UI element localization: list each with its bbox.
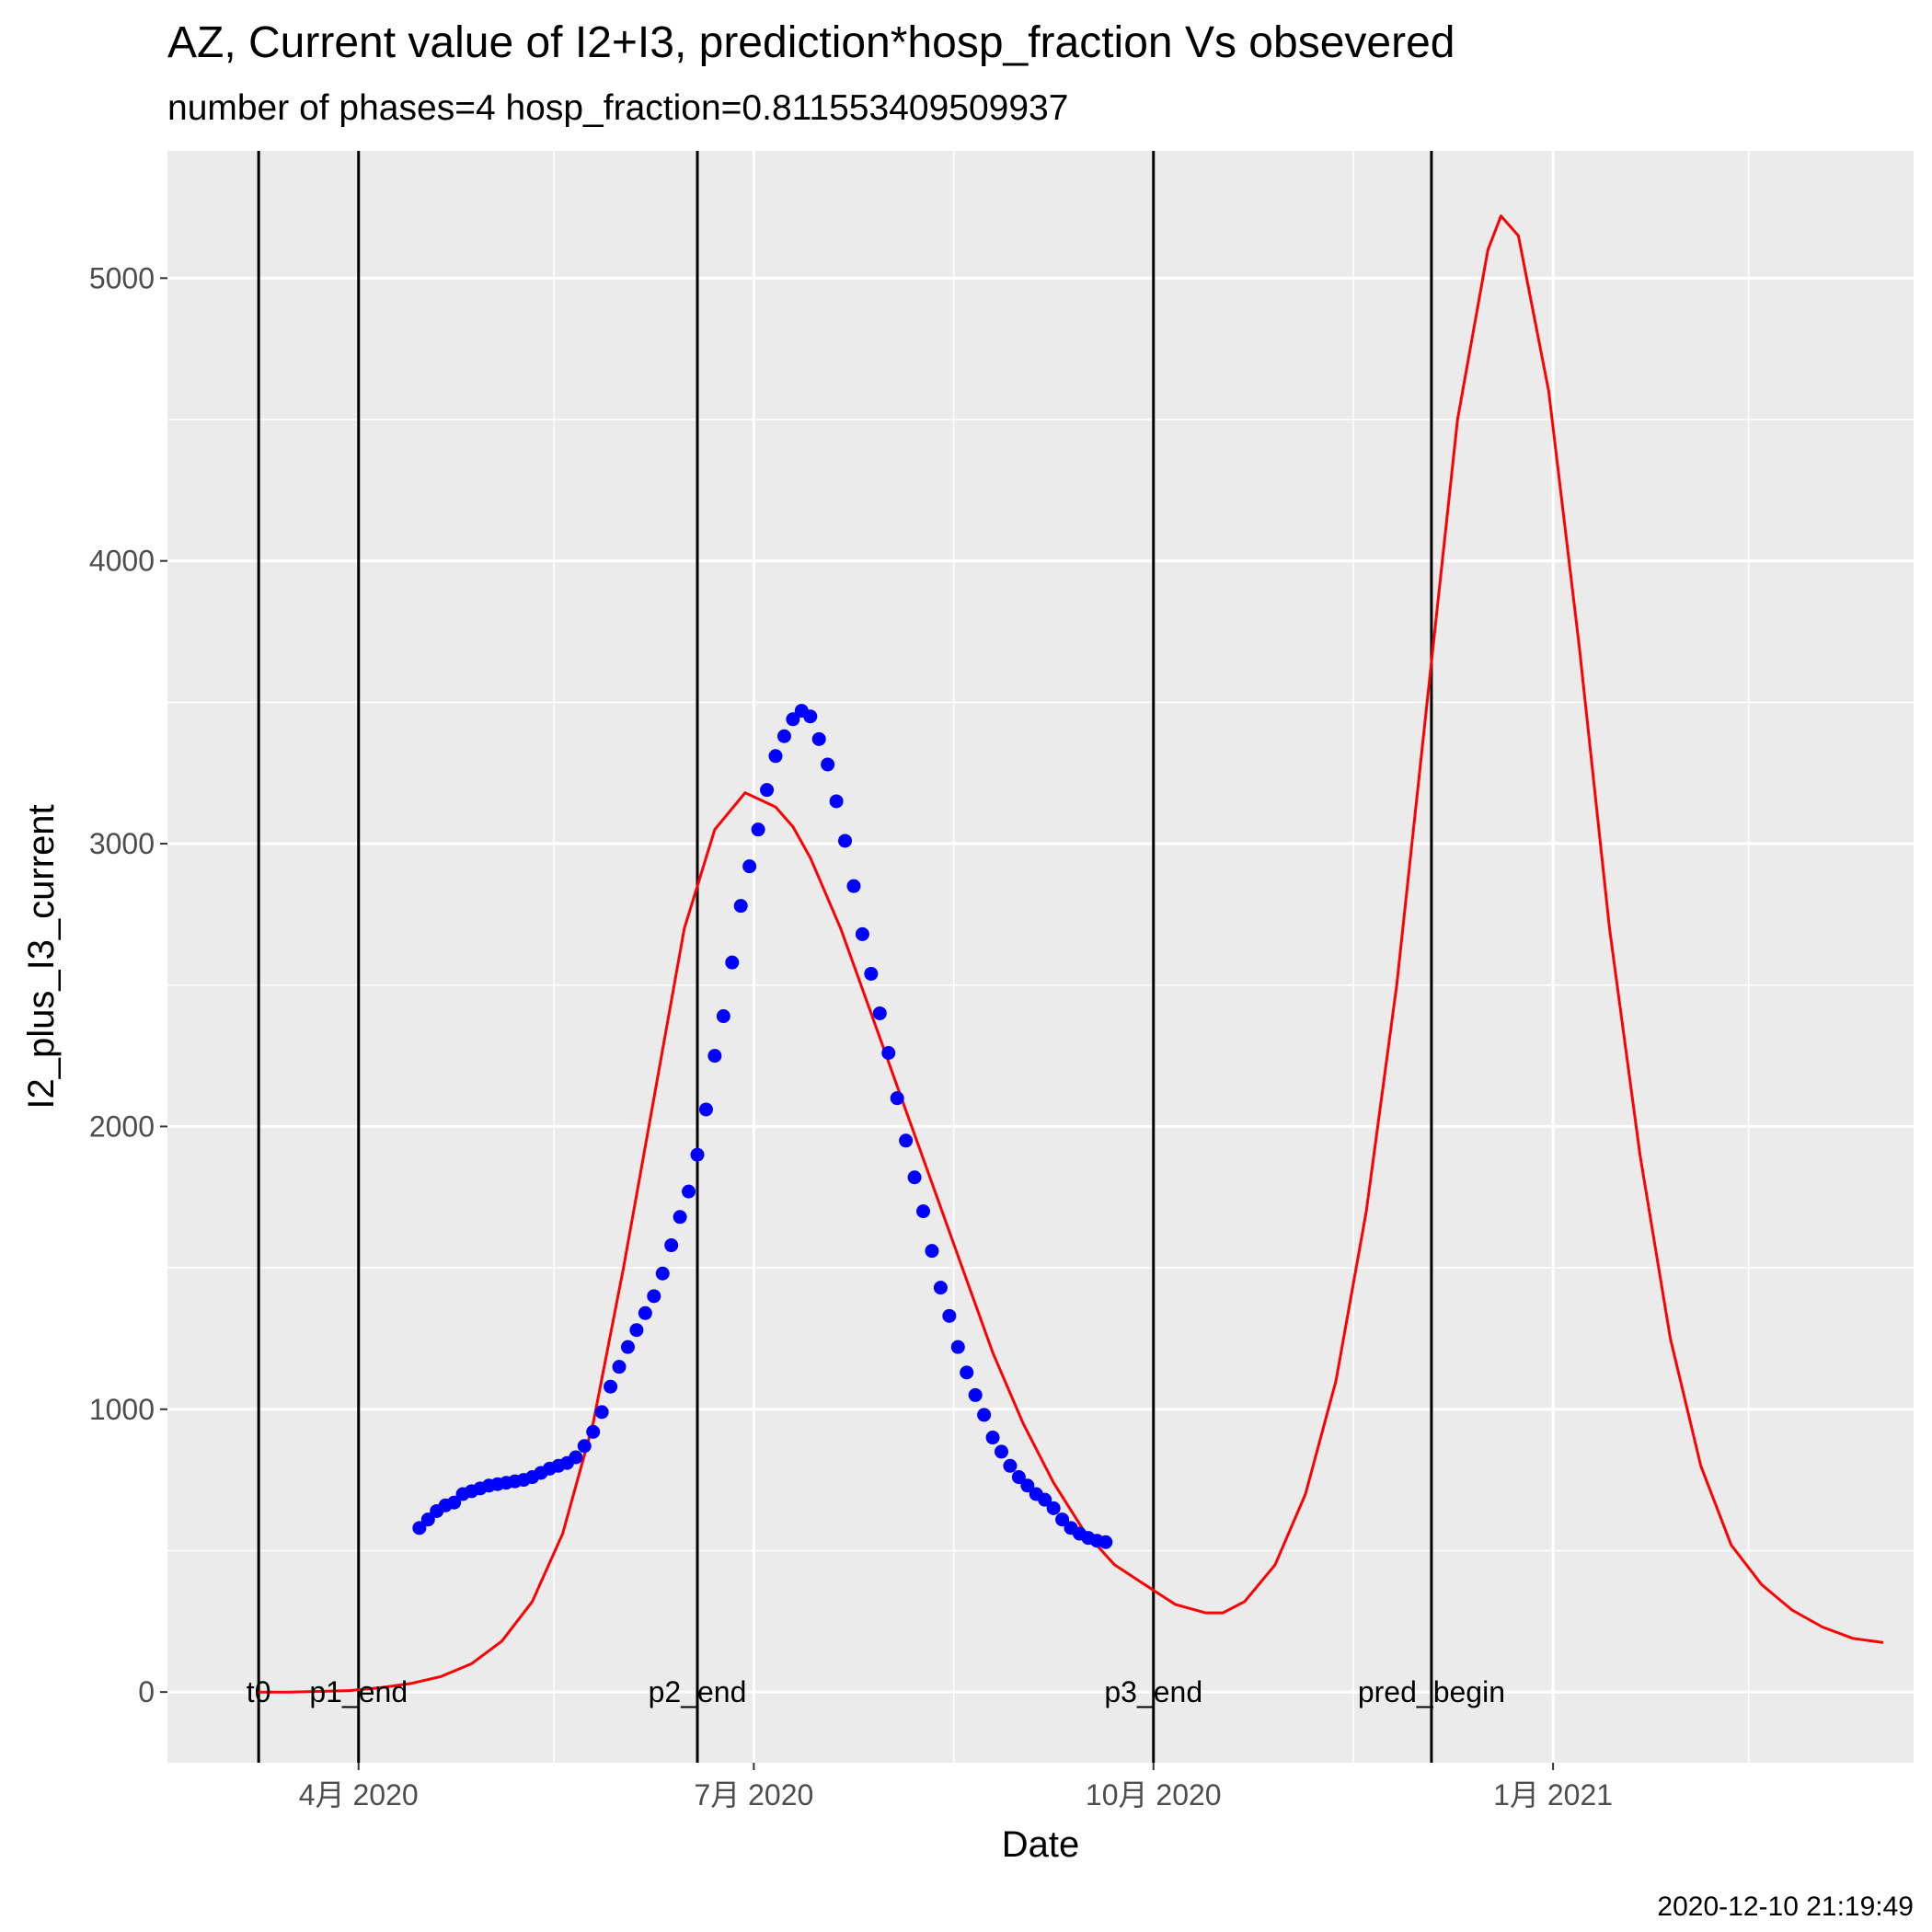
vertical-line-labels: t0 p1_end p2_end p3_end pred_begin <box>247 1675 1505 1708</box>
x-axis-title: Date <box>1002 1824 1080 1865</box>
observed-point <box>751 822 765 837</box>
observed-point <box>995 1444 1009 1459</box>
vertical-lines <box>257 151 1433 1763</box>
observed-point <box>725 955 740 970</box>
observed-point <box>447 1495 462 1510</box>
observed-point <box>594 1405 609 1420</box>
observed-point <box>811 731 826 746</box>
observed-point <box>916 1204 931 1219</box>
grid-minor <box>167 151 1914 1763</box>
observed-point <box>629 1323 644 1338</box>
observed-point <box>1046 1501 1061 1515</box>
observed-point <box>1003 1458 1018 1473</box>
observed-point <box>907 1170 922 1185</box>
observed-point <box>690 1147 705 1162</box>
observed-point <box>786 712 800 727</box>
observed-point <box>707 1049 722 1064</box>
observed-point <box>420 1512 435 1527</box>
observed-point <box>569 1450 583 1465</box>
observed-point <box>612 1360 627 1374</box>
observed-point <box>925 1244 939 1259</box>
observed-point <box>890 1091 904 1106</box>
y-tick-label: 5000 <box>89 261 155 294</box>
observed-point <box>821 757 835 772</box>
chart-title: AZ, Current value of I2+I3, prediction*h… <box>167 18 1455 67</box>
x-tick-label: 7月 2020 <box>694 1778 813 1811</box>
vline-label-t0: t0 <box>247 1675 271 1708</box>
observed-point <box>682 1184 696 1199</box>
observed-point <box>985 1431 1000 1445</box>
y-tick-label: 1000 <box>89 1393 155 1426</box>
observed-point <box>638 1305 652 1320</box>
chart-subtitle: number of phases=4 hosp_fraction=0.81155… <box>167 88 1068 128</box>
observed-point <box>620 1340 635 1354</box>
observed-point <box>881 1046 896 1061</box>
observed-point <box>412 1521 427 1535</box>
y-tick-label: 3000 <box>89 827 155 860</box>
y-axis-title: I2_plus_I3_current <box>21 804 62 1109</box>
observed-point <box>950 1340 965 1354</box>
observed-point <box>577 1439 592 1454</box>
observed-series <box>412 704 1113 1549</box>
observed-point <box>664 1238 679 1253</box>
observed-point <box>942 1308 957 1323</box>
observed-point <box>1038 1492 1052 1507</box>
observed-point <box>960 1365 974 1380</box>
observed-point <box>864 966 879 981</box>
observed-point <box>604 1379 618 1394</box>
observed-point <box>742 859 757 874</box>
observed-point <box>655 1266 670 1281</box>
vline-label-p3-end: p3_end <box>1104 1675 1202 1708</box>
observed-point <box>647 1289 661 1304</box>
observed-point <box>673 1210 687 1225</box>
observed-point <box>838 834 853 848</box>
x-tick-label: 1月 2021 <box>1493 1778 1613 1811</box>
observed-point <box>829 794 844 809</box>
vline-label-p2-end: p2_end <box>649 1675 747 1708</box>
x-axis: 4月 2020 7月 2020 10月 2020 1月 2021 <box>299 1763 1613 1811</box>
observed-point <box>933 1281 948 1295</box>
observed-point <box>803 709 818 724</box>
observed-point <box>1011 1470 1026 1485</box>
y-tick-label: 0 <box>138 1675 155 1708</box>
y-axis: 0 1000 2000 3000 4000 5000 <box>89 261 167 1708</box>
observed-point <box>872 1006 887 1020</box>
caption-timestamp: 2020-12-10 21:19:49 <box>1657 1892 1914 1922</box>
vline-label-pred-begin: pred_begin <box>1358 1675 1505 1708</box>
x-tick-label: 10月 2020 <box>1086 1778 1222 1811</box>
observed-point <box>1020 1478 1035 1493</box>
observed-point <box>776 729 791 743</box>
observed-point <box>716 1009 730 1024</box>
observed-point <box>760 783 775 798</box>
observed-point <box>977 1408 992 1422</box>
observed-point <box>1098 1535 1113 1549</box>
observed-point <box>733 899 748 914</box>
observed-point <box>899 1133 914 1148</box>
y-tick-label: 4000 <box>89 545 155 578</box>
observed-point <box>1055 1512 1070 1527</box>
x-tick-label: 4月 2020 <box>299 1778 419 1811</box>
vline-label-p1-end: p1_end <box>309 1675 408 1708</box>
observed-point <box>846 879 861 893</box>
observed-point <box>855 926 869 941</box>
y-tick-label: 2000 <box>89 1110 155 1143</box>
observed-point <box>586 1424 601 1439</box>
observed-point <box>968 1387 983 1402</box>
observed-point <box>698 1102 713 1117</box>
observed-point <box>768 749 783 764</box>
